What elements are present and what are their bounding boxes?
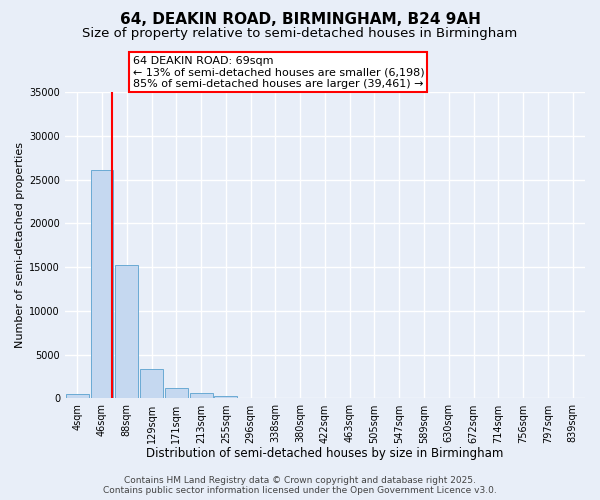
Bar	[140, 369, 163, 398]
Bar	[66, 394, 89, 398]
X-axis label: Distribution of semi-detached houses by size in Birmingham: Distribution of semi-detached houses by …	[146, 447, 503, 460]
Bar	[214, 396, 237, 398]
Bar	[115, 266, 138, 398]
Y-axis label: Number of semi-detached properties: Number of semi-detached properties	[15, 142, 25, 348]
Bar	[190, 393, 212, 398]
Text: Contains HM Land Registry data © Crown copyright and database right 2025.
Contai: Contains HM Land Registry data © Crown c…	[103, 476, 497, 495]
Bar	[165, 388, 188, 398]
Text: Size of property relative to semi-detached houses in Birmingham: Size of property relative to semi-detach…	[82, 28, 518, 40]
Text: 64, DEAKIN ROAD, BIRMINGHAM, B24 9AH: 64, DEAKIN ROAD, BIRMINGHAM, B24 9AH	[119, 12, 481, 28]
Text: 64 DEAKIN ROAD: 69sqm
← 13% of semi-detached houses are smaller (6,198)
85% of s: 64 DEAKIN ROAD: 69sqm ← 13% of semi-deta…	[133, 56, 424, 89]
Bar	[91, 170, 113, 398]
